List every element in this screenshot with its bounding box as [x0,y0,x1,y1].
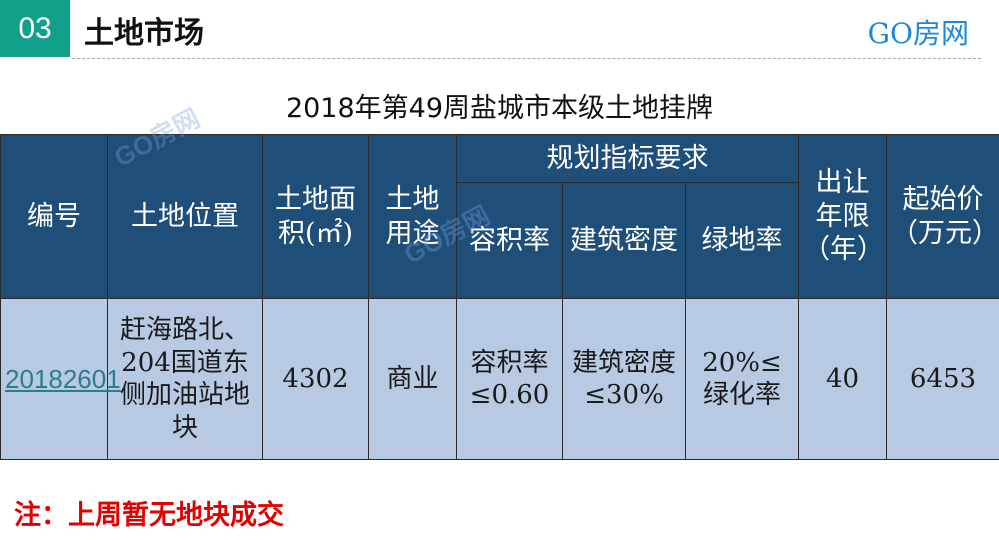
header-use: 土地用途 [368,134,457,299]
cell-green-ratio: 20%≤绿化率 [685,298,799,460]
note-text: 注：上周暂无地块成交 [14,500,284,531]
cell-building-density: 建筑密度≤30% [562,298,686,460]
header-location: 土地位置 [107,134,263,299]
header-term: 出让年限（年） [798,134,887,299]
cell-start-price: 6453 [886,298,999,460]
cell-use: 商业 [368,298,457,460]
cell-location: 赶海路北、204国道东侧加油站地块 [107,298,263,460]
table-title: 2018年第49周盐城市本级土地挂牌 [285,93,714,124]
cell-term: 40 [798,298,887,460]
header-divider [72,58,981,59]
land-listing-table: 编号 土地位置 土地面积(㎡) 土地用途 规划指标要求 出让年限（年） 起始价（… [0,134,999,460]
header-building-density: 建筑密度 [562,182,686,299]
header-green-ratio: 绿地率 [685,182,799,299]
parcel-id-link[interactable]: 20182601 [0,298,121,460]
header-plot-ratio: 容积率 [456,182,563,299]
header-planning-group: 规划指标要求 [456,134,799,183]
header-start-price: 起始价（万元） [886,134,999,299]
cell-plot-ratio: 容积率≤0.60 [456,298,563,460]
section-title: 土地市场 [84,16,204,51]
header-area: 土地面积(㎡) [262,134,369,299]
brand-logo: GO房网 [867,17,969,50]
header-id: 编号 [0,134,108,299]
table-row: 20182601 赶海路北、204国道东侧加油站地块 4302 商业 容积率≤0… [0,298,999,460]
cell-area: 4302 [262,298,369,460]
section-number-badge: 03 [0,0,70,57]
